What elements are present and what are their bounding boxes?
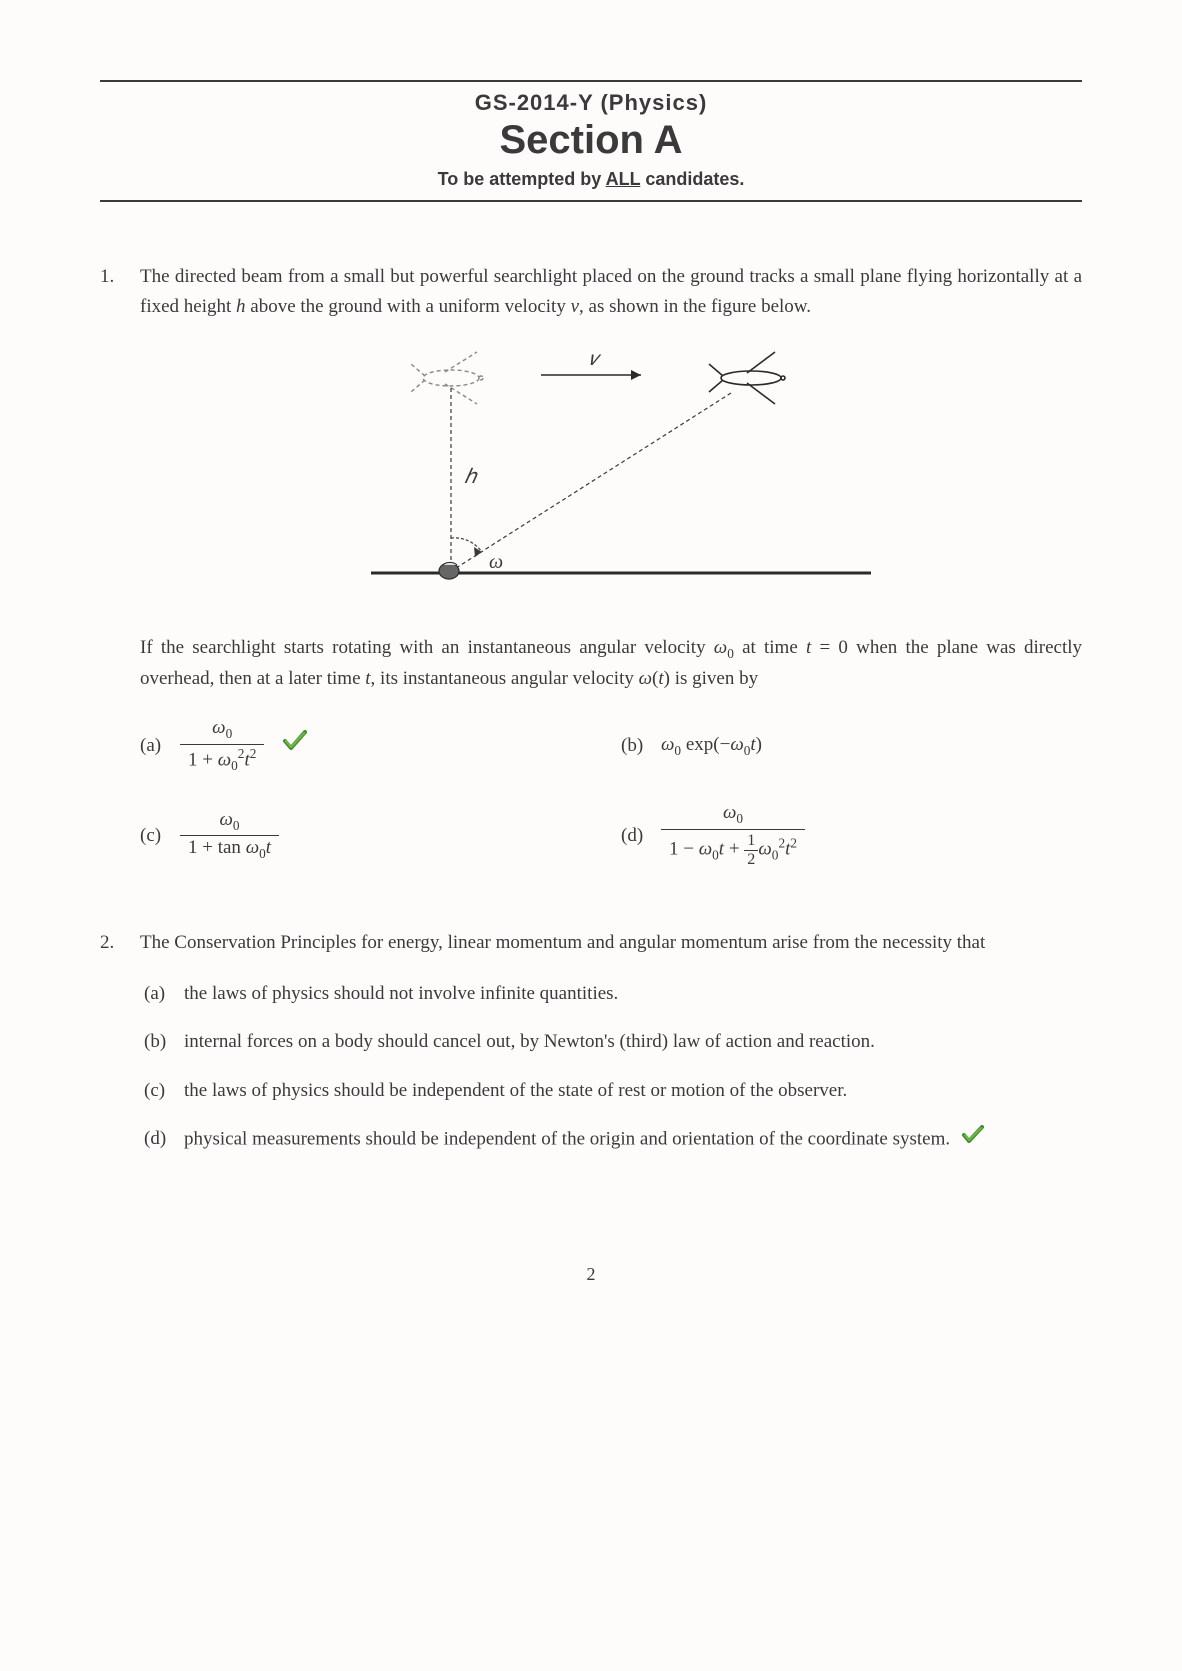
option-text: the laws of physics should be independen… (184, 1076, 1082, 1106)
option-label: (a) (140, 731, 180, 761)
option-text: the laws of physics should not involve i… (184, 979, 1082, 1009)
option-label: (c) (140, 1076, 184, 1106)
question-number: 2. (100, 928, 140, 1174)
option-label: (d) (621, 821, 661, 851)
checkmark-icon (282, 729, 308, 763)
option-text: physical measurements should be independ… (184, 1124, 1082, 1156)
question-text-after: If the searchlight starts rotating with … (140, 633, 1082, 694)
option-label: (a) (140, 979, 184, 1009)
page-number: 2 (100, 1264, 1082, 1285)
option-a: (a) the laws of physics should not invol… (140, 979, 1082, 1009)
option-label: (d) (140, 1124, 184, 1156)
checkmark-icon (961, 1124, 985, 1156)
option-b: (b) internal forces on a body should can… (140, 1027, 1082, 1057)
question-text-before: The directed beam from a small but power… (140, 262, 1082, 323)
instruction-suffix: candidates. (640, 169, 744, 189)
exam-code: GS-2014-Y (Physics) (100, 90, 1082, 116)
figure-label-v: 𝑣 (589, 348, 602, 370)
option-body: ω0 1 + ω02t2 (180, 718, 308, 773)
option-label: (c) (140, 821, 180, 851)
option-body: ω0 1 − ω0t + 12ω02t2 (661, 803, 805, 868)
question-1: 1. The directed beam from a small but po… (100, 262, 1082, 868)
section-instruction: To be attempted by ALL candidates. (100, 169, 1082, 190)
figure-label-omega: ω (489, 551, 503, 573)
option-c: (c) ω0 1 + tan ω0t (140, 803, 601, 868)
option-c: (c) the laws of physics should be indepe… (140, 1076, 1082, 1106)
option-text: internal forces on a body should cancel … (184, 1027, 1082, 1057)
option-text-content: physical measurements should be independ… (184, 1128, 950, 1149)
option-b: (b) ω0 exp(−ω0t) (621, 718, 1082, 773)
option-label: (b) (621, 731, 661, 761)
instruction-prefix: To be attempted by (438, 169, 606, 189)
option-label: (b) (140, 1027, 184, 1057)
section-title: Section A (100, 118, 1082, 163)
option-d: (d) ω0 1 − ω0t + 12ω02t2 (621, 803, 1082, 868)
option-list: (a) the laws of physics should not invol… (140, 979, 1082, 1157)
options-grid: (a) ω0 1 + ω02t2 (b) ω0 exp(−ω0t) (140, 718, 1082, 868)
question-body: The Conservation Principles for energy, … (140, 928, 1082, 1174)
option-body: ω0 exp(−ω0t) (661, 730, 762, 761)
question-2: 2. The Conservation Principles for energ… (100, 928, 1082, 1174)
question-body: The directed beam from a small but power… (140, 262, 1082, 868)
option-a: (a) ω0 1 + ω02t2 (140, 718, 601, 773)
instruction-underlined: ALL (606, 169, 641, 189)
option-d: (d) physical measurements should be inde… (140, 1124, 1082, 1156)
searchlight-figure: 𝑣 ℎ ω (331, 343, 891, 603)
figure-label-h: ℎ (464, 466, 478, 488)
header-block: GS-2014-Y (Physics) Section A To be atte… (100, 80, 1082, 202)
figure-container: 𝑣 ℎ ω (140, 343, 1082, 603)
question-text: The Conservation Principles for energy, … (140, 928, 1082, 958)
option-body: ω0 1 + tan ω0t (180, 810, 279, 862)
question-number: 1. (100, 262, 140, 868)
